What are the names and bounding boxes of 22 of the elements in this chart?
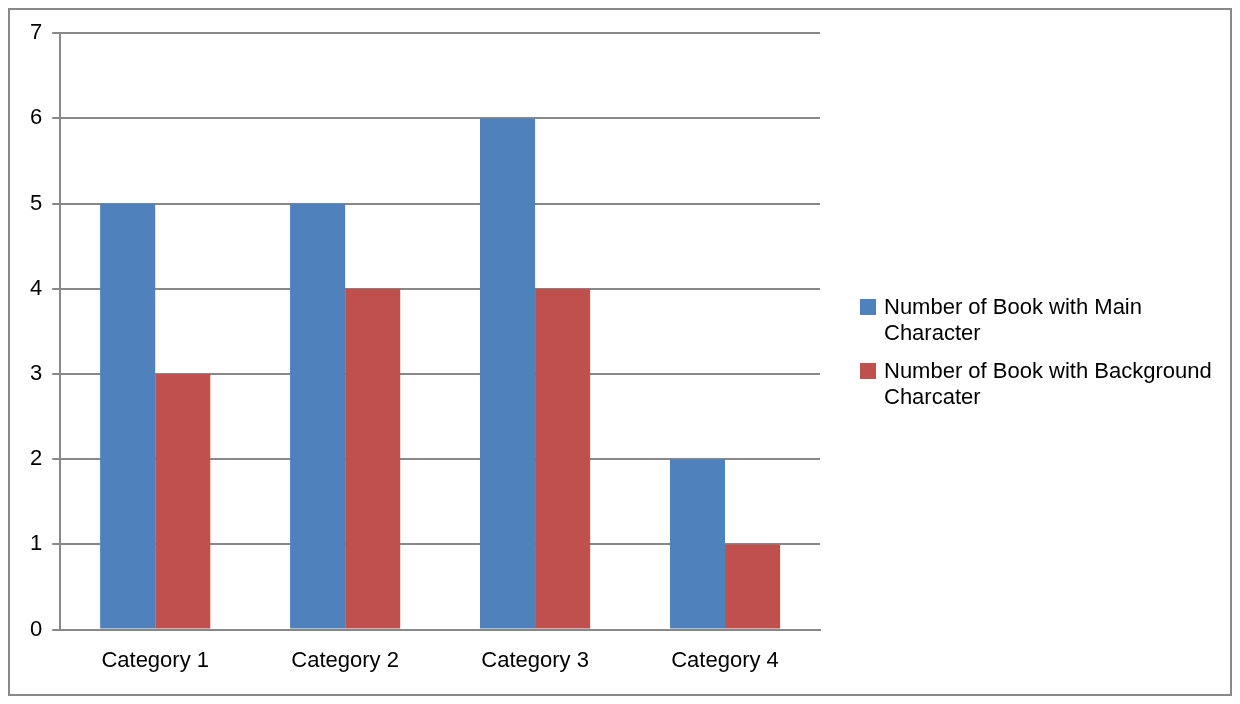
legend-label: Number of Book with Main Character	[884, 294, 1143, 346]
x-tick-label: Category 2	[291, 646, 399, 672]
x-tick-label: Category 1	[101, 646, 210, 672]
bar	[345, 288, 401, 629]
legend-label: Number of Book with Background Charcater	[884, 358, 1213, 410]
y-tick-label: 1	[29, 530, 43, 556]
x-tick-label: Category 4	[671, 646, 779, 672]
bar	[725, 544, 781, 629]
y-tick-label: 7	[29, 19, 43, 45]
y-tick-label: 6	[29, 104, 43, 130]
y-tick-label: 2	[29, 445, 43, 471]
y-tick-label: 0	[29, 615, 43, 641]
bar	[155, 374, 211, 629]
x-tick-label: Category 3	[481, 646, 589, 672]
bar	[669, 459, 726, 629]
bar	[535, 288, 591, 629]
bar	[100, 203, 156, 629]
y-tick-label: 5	[29, 189, 43, 215]
bar	[290, 203, 346, 629]
bar	[480, 118, 536, 629]
y-tick-label: 3	[29, 360, 43, 386]
y-tick-label: 4	[29, 274, 43, 300]
